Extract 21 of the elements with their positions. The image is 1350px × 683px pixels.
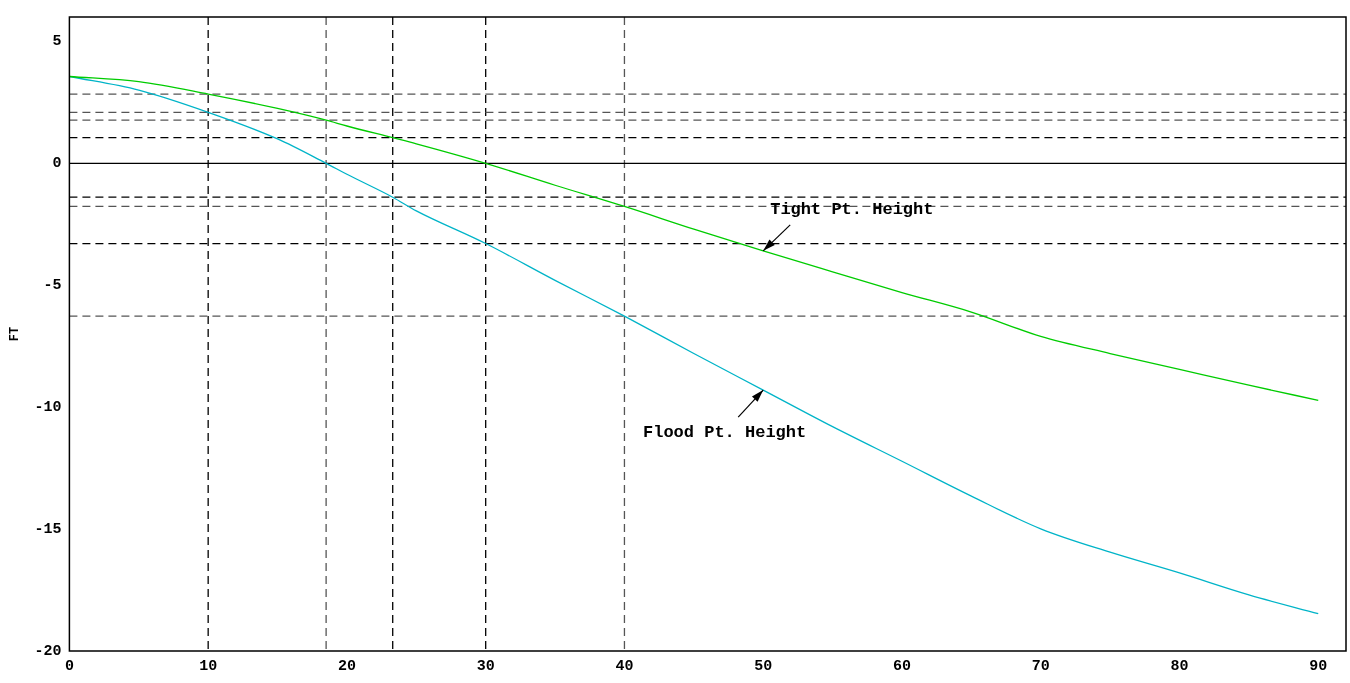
- y-tick-label: -20: [34, 642, 62, 660]
- y-tick-label: -15: [34, 520, 62, 538]
- y-tick-label: 0: [52, 155, 62, 173]
- x-tick-label: 50: [754, 657, 773, 675]
- x-tick-label: 20: [337, 657, 356, 675]
- y-axis-title: FT: [8, 326, 23, 342]
- line-series: [69, 75, 1319, 401]
- x-tick-label: 70: [1031, 657, 1050, 675]
- x-tick-label: 10: [199, 657, 218, 675]
- x-tick-label: 40: [615, 657, 634, 675]
- x-tick-label: 30: [476, 657, 495, 675]
- line-series: [69, 75, 1319, 615]
- annotation: Tight Pt. Height: [770, 200, 934, 220]
- x-tick-label: 80: [1170, 657, 1189, 675]
- x-tick-label: 0: [64, 657, 74, 675]
- y-tick-label: 5: [52, 33, 62, 51]
- x-tick-label: 90: [1309, 657, 1328, 675]
- y-tick-label: -10: [34, 398, 62, 416]
- y-tick-label: -5: [43, 277, 62, 295]
- x-tick-label: 60: [892, 657, 911, 675]
- annotation: Flood Pt. Height: [642, 423, 807, 443]
